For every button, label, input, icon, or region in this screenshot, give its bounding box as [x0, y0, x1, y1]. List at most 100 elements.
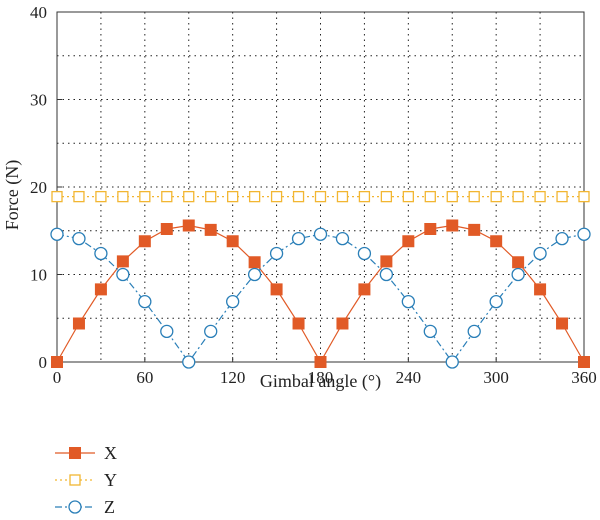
series-y-point — [73, 190, 85, 203]
series-x-point — [116, 255, 129, 268]
x-tick-label: 180 — [308, 368, 334, 387]
series-z-point — [72, 231, 86, 246]
series-x-point — [51, 356, 63, 368]
series-y-point — [380, 190, 393, 203]
series-y-point — [424, 190, 436, 203]
x-tick-label: 120 — [220, 368, 246, 387]
y-tick-label: 10 — [30, 266, 47, 285]
legend-label-x: X — [104, 443, 117, 463]
series-x-point — [336, 317, 349, 330]
series-x-point — [182, 219, 195, 232]
series-y-point — [248, 190, 261, 203]
series-z-point — [533, 246, 547, 261]
series-z-point — [291, 231, 306, 246]
series-z-point — [489, 294, 503, 309]
series-x-point — [226, 235, 239, 248]
series-y-point — [161, 190, 173, 203]
series-z-point — [555, 231, 569, 246]
y-tick-label: 0 — [39, 353, 48, 372]
series-z-point — [247, 267, 262, 282]
series-y — [51, 190, 590, 203]
series-y-point — [95, 190, 107, 203]
series-z-point — [445, 355, 459, 369]
legend-item-z: Z — [55, 497, 115, 517]
series-x-point — [138, 235, 151, 248]
series-z-point — [269, 246, 284, 261]
series-x-point — [358, 283, 371, 296]
series-x — [51, 219, 590, 368]
series-x-point — [314, 356, 327, 368]
series-x-point — [94, 283, 107, 296]
series-y-point — [183, 190, 195, 203]
series-y-point — [139, 190, 151, 203]
series-z-point — [313, 227, 328, 241]
series-x-point — [380, 255, 393, 268]
series-z-point — [423, 324, 437, 339]
series-z-point — [401, 294, 415, 309]
series-x-point — [534, 283, 547, 296]
series-x-point — [270, 283, 283, 296]
series-x-point — [402, 235, 415, 248]
legend-item-y: Y — [55, 470, 117, 490]
legend-label-y: Y — [104, 470, 117, 490]
series-y-point — [534, 190, 546, 203]
series-z-point — [379, 267, 394, 282]
series-y-point — [358, 190, 371, 203]
series-y-point — [556, 190, 568, 203]
series-z-point — [511, 267, 525, 282]
series-z-point — [357, 246, 372, 261]
series-x-point — [446, 219, 459, 232]
legend-swatch-marker — [69, 474, 81, 486]
series-y-point — [205, 190, 217, 203]
grid-lines — [57, 12, 584, 362]
x-tick-label: 360 — [571, 368, 597, 387]
series-y-point — [402, 190, 414, 203]
series-z-point — [116, 267, 130, 282]
series-y-point — [512, 190, 524, 203]
series-x-point — [556, 317, 569, 330]
series-z — [50, 227, 591, 369]
series-y-point — [468, 190, 480, 203]
series-z-point — [50, 227, 64, 241]
series-z-point — [467, 324, 481, 339]
series-y-point — [292, 190, 305, 203]
series-y-point — [314, 190, 327, 203]
y-tick-label: 20 — [30, 178, 47, 197]
series-z-point — [182, 355, 196, 369]
x-axis-ticks: 0 60 120 180 240 300 360 — [53, 357, 597, 387]
series-x-point — [292, 317, 305, 330]
series-x-point — [490, 235, 503, 248]
series-y-point — [117, 190, 129, 203]
series-x-point — [512, 256, 525, 269]
series-y-point — [578, 190, 590, 203]
x-tick-label: 60 — [136, 368, 153, 387]
series-x-point — [424, 223, 437, 235]
legend-swatch-marker — [69, 447, 81, 459]
series-z-point — [160, 324, 174, 339]
series-y-point — [51, 190, 63, 203]
series-group — [50, 190, 591, 369]
series-x-point — [578, 356, 590, 368]
x-tick-label: 300 — [483, 368, 509, 387]
x-axis-label: Gimbal angle (°) — [260, 371, 381, 392]
x-tick-label: 240 — [396, 368, 422, 387]
legend-label-z: Z — [104, 497, 115, 517]
legend-item-x: X — [55, 443, 117, 463]
series-y-point — [227, 190, 239, 203]
series-y-point — [336, 190, 349, 203]
x-tick-label: 0 — [53, 368, 62, 387]
legend: XYZ — [55, 443, 117, 517]
series-y-point — [446, 190, 458, 203]
series-x-point — [160, 223, 173, 235]
y-tick-label: 40 — [30, 3, 47, 22]
series-z-point — [226, 294, 240, 309]
series-z-point — [577, 227, 591, 241]
y-tick-label: 30 — [30, 91, 47, 110]
series-y-point — [490, 190, 502, 203]
series-z-point — [94, 246, 108, 261]
series-z-point — [335, 231, 350, 246]
series-x-point — [468, 223, 481, 236]
series-z-point — [138, 294, 152, 309]
legend-swatch-marker — [68, 500, 82, 514]
